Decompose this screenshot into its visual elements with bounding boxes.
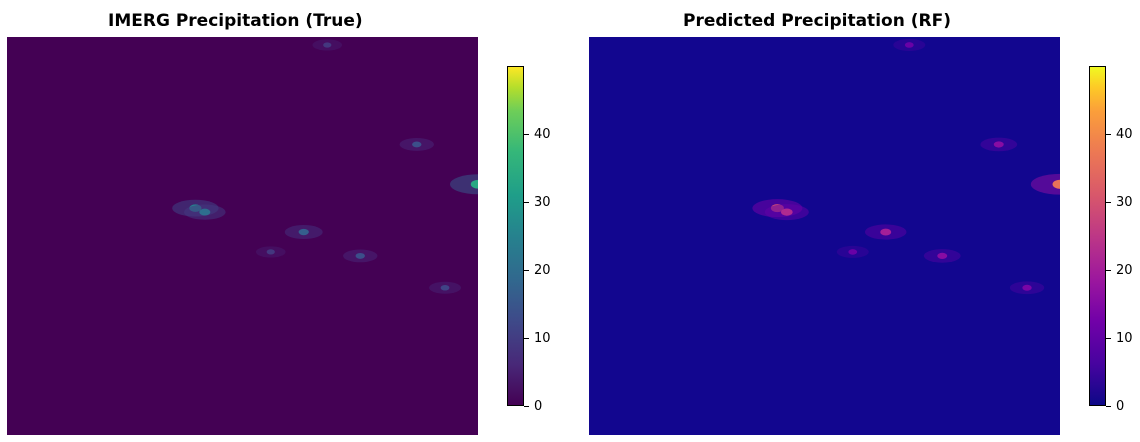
colorbar-predicted [1089,66,1106,406]
true-rain-cell [298,228,309,236]
predicted-rain-cell [993,141,1004,148]
predicted-colorbar-tick-label: 10 [1116,331,1133,346]
predicted-rain-cell [1022,284,1032,291]
heatmap-true [7,37,478,435]
chart-title-true: IMERG Precipitation (True) [108,11,363,31]
true-rain-cell [199,208,211,216]
heatmap-predicted-svg [752,38,1060,295]
predicted-colorbar-tick [1106,202,1111,203]
predicted-colorbar-tick-label: 40 [1116,127,1133,142]
true-colorbar-tick-label: 40 [534,127,551,142]
predicted-rain-cell [937,252,948,260]
true-colorbar-tick-label: 0 [534,399,543,414]
true-colorbar-tick [524,134,529,135]
predicted-rain-cell [904,42,914,48]
true-colorbar-tick [524,202,529,203]
true-rain-cell [440,284,450,291]
true-rain-cell [355,252,365,259]
true-colorbar-tick-label: 20 [534,263,551,278]
true-rain-cell [323,42,332,48]
predicted-colorbar-tick-label: 30 [1116,195,1133,210]
predicted-colorbar-tick-label: 20 [1116,263,1133,278]
chart-title-predicted: Predicted Precipitation (RF) [683,11,951,31]
predicted-rain-cell [880,228,892,236]
predicted-colorbar-tick [1106,270,1111,271]
predicted-rain-cell [848,249,858,255]
predicted-rain-cell [1052,179,1060,189]
predicted-colorbar-tick [1106,134,1111,135]
true-colorbar-tick [524,338,529,339]
true-rain-cell [470,179,478,189]
predicted-colorbar-tick [1106,406,1111,407]
predicted-colorbar-tick [1106,338,1111,339]
true-colorbar-tick [524,406,529,407]
colorbar-true [507,66,524,406]
heatmap-true-svg [172,39,478,294]
heatmap-predicted [589,37,1060,435]
true-rain-cell [412,141,422,148]
true-rain-cell [266,249,275,255]
true-colorbar-tick-label: 10 [534,331,551,346]
predicted-colorbar-tick-label: 0 [1116,399,1125,414]
predicted-rain-halo [1030,173,1060,195]
true-colorbar-tick-label: 30 [534,195,551,210]
predicted-rain-cell [781,208,793,216]
true-colorbar-tick [524,270,529,271]
true-rain-halo [450,174,478,195]
